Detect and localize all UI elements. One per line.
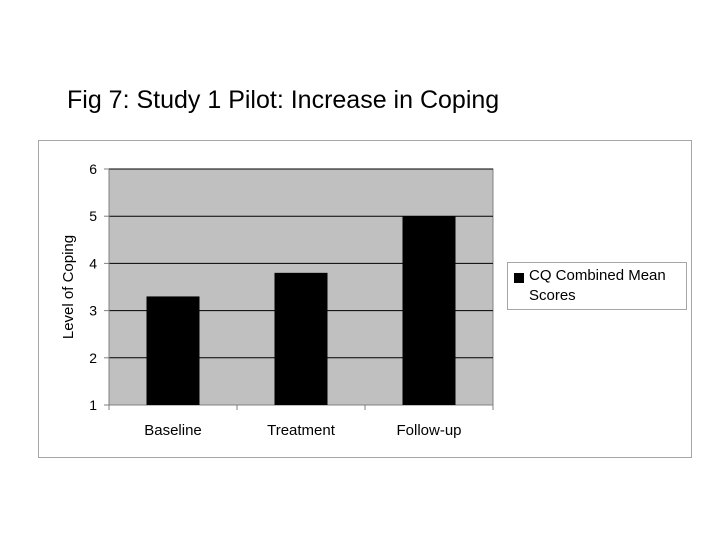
bar bbox=[274, 272, 328, 405]
y-tick-label: 3 bbox=[89, 303, 97, 319]
y-axis-label: Level of Coping bbox=[60, 235, 77, 339]
x-tick-label: Treatment bbox=[267, 422, 336, 439]
y-tick-label: 2 bbox=[89, 350, 97, 366]
bar bbox=[146, 296, 200, 405]
y-tick-label: 6 bbox=[89, 161, 97, 177]
x-tick-label: Follow-up bbox=[396, 422, 461, 439]
y-tick-label: 4 bbox=[89, 255, 97, 271]
bar bbox=[402, 216, 456, 405]
legend-label: CQ Combined Mean Scores bbox=[529, 267, 666, 304]
x-tick-label: Baseline bbox=[144, 422, 202, 439]
y-tick-label: 5 bbox=[89, 208, 97, 224]
slide-title: Fig 7: Study 1 Pilot: Increase in Coping bbox=[67, 86, 500, 114]
legend: CQ Combined Mean Scores bbox=[507, 262, 687, 310]
legend-swatch bbox=[514, 273, 524, 283]
y-tick-label: 1 bbox=[89, 397, 97, 413]
